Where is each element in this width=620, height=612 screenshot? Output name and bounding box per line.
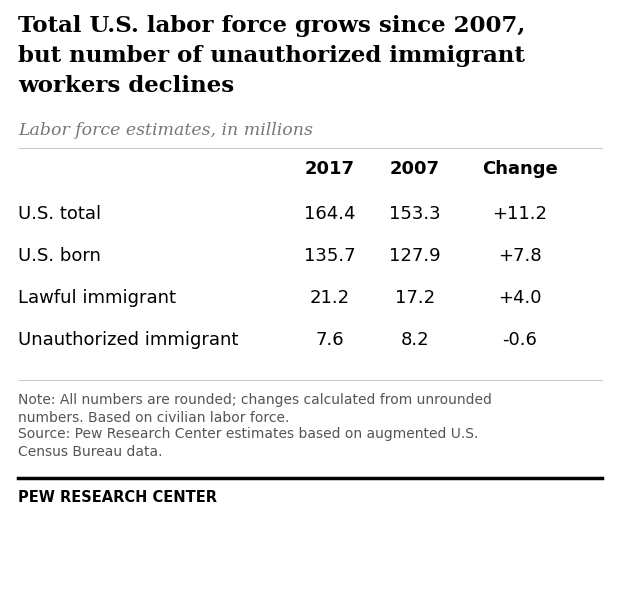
Text: 2017: 2017 [305, 160, 355, 178]
Text: 7.6: 7.6 [316, 331, 344, 349]
Text: 153.3: 153.3 [389, 205, 441, 223]
Text: 135.7: 135.7 [304, 247, 356, 265]
Text: 21.2: 21.2 [310, 289, 350, 307]
Text: Change: Change [482, 160, 558, 178]
Text: numbers. Based on civilian labor force.: numbers. Based on civilian labor force. [18, 411, 290, 425]
Text: U.S. born: U.S. born [18, 247, 101, 265]
Text: 164.4: 164.4 [304, 205, 356, 223]
Text: PEW RESEARCH CENTER: PEW RESEARCH CENTER [18, 490, 217, 505]
Text: Labor force estimates, in millions: Labor force estimates, in millions [18, 122, 313, 139]
Text: 17.2: 17.2 [395, 289, 435, 307]
Text: Source: Pew Research Center estimates based on augmented U.S.: Source: Pew Research Center estimates ba… [18, 427, 479, 441]
Text: Unauthorized immigrant: Unauthorized immigrant [18, 331, 238, 349]
Text: 2007: 2007 [390, 160, 440, 178]
Text: Total U.S. labor force grows since 2007,: Total U.S. labor force grows since 2007, [18, 15, 525, 37]
Text: Census Bureau data.: Census Bureau data. [18, 445, 162, 459]
Text: +4.0: +4.0 [498, 289, 542, 307]
Text: U.S. total: U.S. total [18, 205, 101, 223]
Text: 127.9: 127.9 [389, 247, 441, 265]
Text: +11.2: +11.2 [492, 205, 547, 223]
Text: +7.8: +7.8 [498, 247, 542, 265]
Text: 8.2: 8.2 [401, 331, 429, 349]
Text: but number of unauthorized immigrant: but number of unauthorized immigrant [18, 45, 525, 67]
Text: -0.6: -0.6 [503, 331, 538, 349]
Text: Lawful immigrant: Lawful immigrant [18, 289, 176, 307]
Text: workers declines: workers declines [18, 75, 234, 97]
Text: Note: All numbers are rounded; changes calculated from unrounded: Note: All numbers are rounded; changes c… [18, 393, 492, 407]
